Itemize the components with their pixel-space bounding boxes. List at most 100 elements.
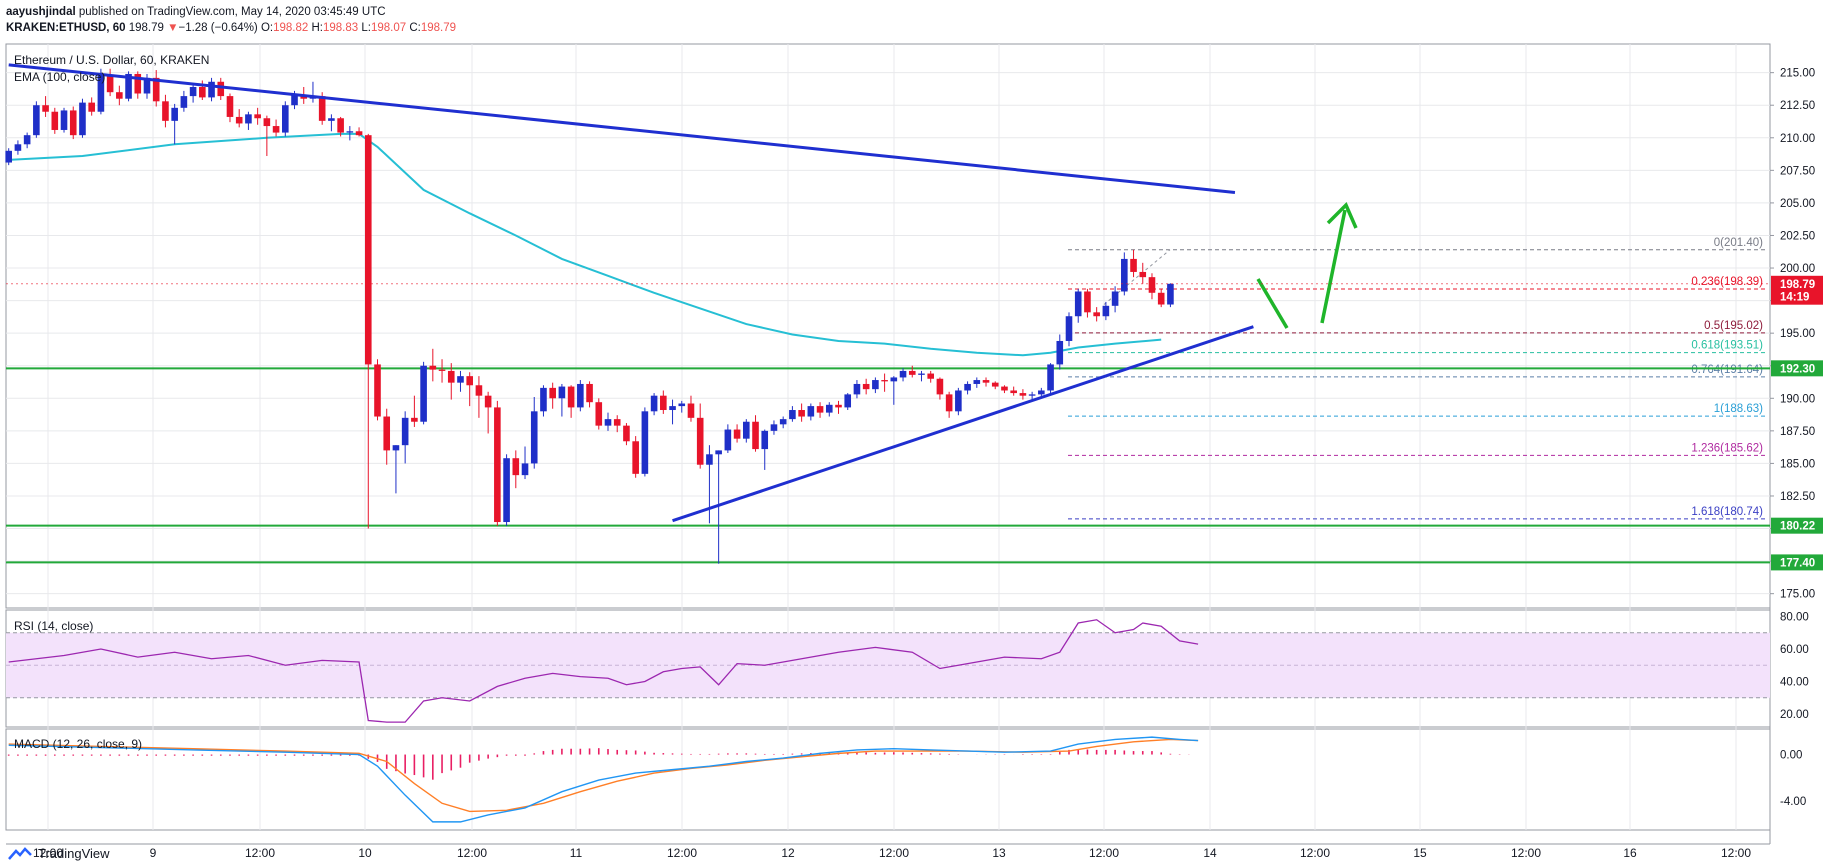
candle-body [872, 380, 879, 390]
candle-body [908, 370, 916, 375]
candle [1047, 363, 1054, 395]
candle-body [558, 386, 566, 399]
candle [254, 107, 261, 125]
candle [862, 378, 870, 395]
trend-line [672, 325, 1254, 523]
candle [835, 400, 842, 414]
time-tick-label: 16 [1623, 846, 1637, 860]
candle [807, 403, 815, 421]
candle [899, 368, 907, 382]
candle [881, 373, 888, 392]
candle [374, 359, 381, 421]
time-tick-label: 13 [992, 846, 1006, 860]
author-name[interactable]: aayushjindal [6, 6, 76, 18]
candle [632, 436, 639, 478]
candle [890, 376, 898, 405]
candle-body [577, 383, 584, 408]
candle [438, 359, 446, 383]
candle-body [1157, 292, 1165, 305]
fib-level-label: 0.764(191.64) [1691, 364, 1763, 376]
candle-body [844, 394, 852, 408]
candle-body [503, 458, 510, 523]
candle-body [152, 77, 160, 102]
candle [1056, 334, 1064, 370]
current-price-label: 14:19 [1780, 292, 1809, 304]
candle-body [429, 365, 437, 370]
candle-body [991, 382, 999, 387]
candle [245, 111, 252, 130]
time-tick-label: 12:00 [33, 846, 63, 860]
candle [577, 380, 584, 412]
candle [724, 424, 732, 453]
candle-body [457, 376, 464, 383]
candle [1019, 389, 1027, 400]
candle-body [623, 425, 630, 442]
candle-body [530, 411, 538, 464]
price-pane[interactable]: 0(201.40) 0.236(198.39) 0.5(195.02) 0.618(1… [5, 63, 1770, 564]
candle-body [346, 131, 354, 133]
candle-body [660, 395, 667, 411]
price-tick-label: 207.50 [1780, 165, 1815, 177]
candle [669, 399, 676, 425]
candle-body [1148, 277, 1156, 293]
candle [853, 380, 861, 399]
candle-body [595, 402, 603, 426]
candle [1001, 385, 1008, 394]
candle-body [60, 110, 68, 130]
candle-body [383, 416, 391, 451]
candle [88, 97, 95, 116]
footer-brand[interactable]: TradingView [38, 846, 110, 861]
candle [97, 68, 105, 115]
candle [457, 370, 464, 392]
candle-body [134, 73, 142, 94]
candle [475, 376, 483, 418]
candle-body [770, 424, 778, 431]
candle [60, 107, 68, 133]
price-tick-label: 185.00 [1780, 458, 1815, 470]
candle [1130, 249, 1137, 278]
candle-body [835, 404, 842, 408]
legend: Ethereum / U.S. Dollar, 60, KRAKEN EMA (… [14, 53, 209, 751]
candle [134, 71, 142, 99]
candle [337, 116, 344, 137]
time-tick-label: 12:00 [667, 846, 697, 860]
candle-body [1010, 390, 1017, 394]
candle-body [337, 118, 344, 133]
macd-pane[interactable] [7, 736, 1199, 823]
candle-body [318, 96, 326, 121]
candle-body [512, 458, 520, 476]
change-down-icon: ▼ [167, 22, 179, 34]
candle [779, 416, 787, 429]
candle-body [807, 406, 815, 417]
candle [816, 402, 824, 418]
candle [1093, 307, 1100, 322]
candle [346, 126, 354, 141]
candle-body [936, 378, 944, 395]
candle-body [23, 135, 31, 145]
candle-body [254, 114, 261, 119]
ema-legend: EMA (100, close) [14, 70, 105, 84]
price-tick-label: 195.00 [1780, 328, 1815, 340]
candle-body [88, 102, 95, 112]
time-tick-label: 12:00 [1089, 846, 1119, 860]
candle-body [438, 369, 446, 371]
price-tick-label: 190.00 [1780, 393, 1815, 405]
candle [1065, 312, 1073, 347]
candle [743, 419, 750, 443]
candle [706, 445, 713, 524]
rsi-pane[interactable] [6, 619, 1770, 723]
macd-tick-label: 0.00 [1780, 750, 1802, 762]
price-tick-label: 202.50 [1780, 230, 1815, 242]
pane-frame [5, 43, 1771, 609]
publish-line: aayushjindal published on TradingView.co… [6, 4, 1816, 20]
candle-body [779, 419, 787, 425]
candle-body [825, 404, 833, 413]
candle [595, 398, 603, 430]
pane-frame [5, 728, 1771, 831]
candle [1102, 301, 1110, 321]
candle-body [1102, 305, 1110, 317]
candle-body [392, 445, 400, 451]
candle-body [125, 73, 132, 99]
candle-body [752, 421, 759, 450]
